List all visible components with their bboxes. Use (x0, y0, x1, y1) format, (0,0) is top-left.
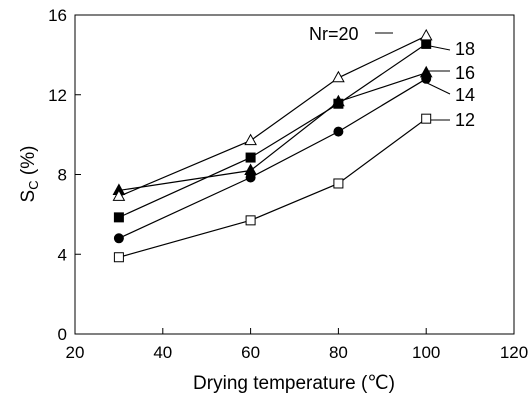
data-point-12 (245, 215, 256, 226)
data-point-12 (421, 113, 432, 124)
data-point-20 (332, 70, 345, 83)
series-label-16: 16 (455, 63, 475, 83)
plot-frame (74, 14, 515, 335)
data-point-20 (419, 28, 433, 41)
data-point-12 (333, 178, 344, 189)
y-tick-label: 0 (58, 325, 67, 344)
y-axis-title: SC (%) (18, 146, 41, 203)
x-tick-label: 60 (241, 343, 260, 362)
data-point-12 (113, 252, 124, 263)
data-point-14 (113, 233, 124, 244)
y-axis-title-subscript: C (26, 180, 41, 189)
series-line-20 (118, 35, 427, 197)
series-label-20: Nr=20 (309, 24, 359, 44)
leader-14 (424, 81, 451, 95)
data-point-18 (113, 212, 124, 223)
data-point-16 (244, 163, 257, 176)
series-label-leaders (375, 32, 451, 121)
y-tick-label: 16 (48, 6, 67, 25)
data-point-16 (419, 65, 433, 78)
x-tick-label: 100 (412, 343, 440, 362)
axis-tick-labels: 20 40 60 80 100 120 0 4 8 12 16 (48, 6, 528, 362)
data-point-20 (244, 133, 257, 146)
x-tick-label: 120 (500, 343, 528, 362)
data-point-20 (112, 189, 126, 201)
data-point-14 (333, 126, 344, 137)
y-axis-title-main: S (18, 190, 39, 203)
x-axis-title: Drying temperature (℃) (193, 373, 395, 394)
data-point-18 (333, 98, 344, 109)
series-line-12 (118, 118, 427, 258)
data-point-18 (245, 152, 256, 163)
y-axis-title-rest: (%) (18, 146, 39, 181)
data-point-18 (421, 38, 432, 49)
x-tick-label: 80 (329, 343, 348, 362)
series-markers (112, 28, 433, 263)
series-label-18: 18 (455, 39, 475, 59)
y-tick-label: 8 (58, 166, 67, 185)
series-label-14: 14 (455, 85, 475, 105)
axis-ticks (74, 14, 515, 335)
series-line-18 (118, 43, 427, 218)
x-tick-label: 40 (153, 343, 172, 362)
series-lines (118, 35, 427, 258)
series-label-12: 12 (455, 110, 475, 130)
series-line-14 (118, 78, 427, 239)
series-line-16 (118, 72, 427, 192)
y-tick-label: 4 (58, 245, 67, 264)
y-tick-label: 12 (48, 86, 67, 105)
x-tick-label: 20 (66, 343, 85, 362)
